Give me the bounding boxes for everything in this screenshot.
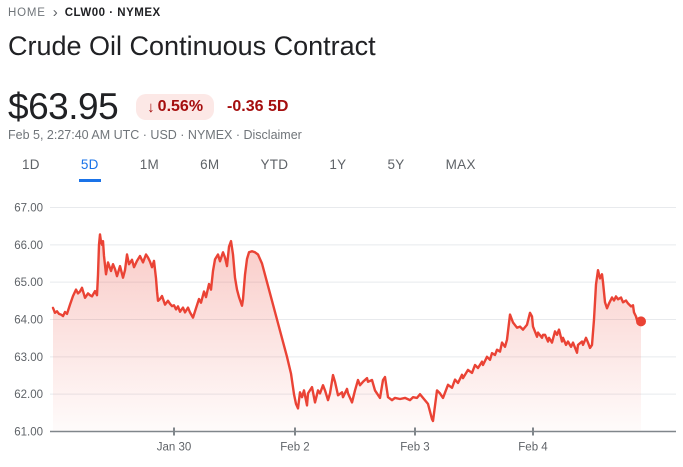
x-axis-label: Feb 4: [518, 442, 548, 454]
tab-max[interactable]: MAX: [445, 157, 476, 172]
y-axis-label: 65.00: [14, 277, 43, 289]
breadcrumb: HOME › CLW00 · NYMEX: [8, 3, 161, 21]
price-area: [53, 234, 641, 432]
change-percent-badge: ↓ 0.56%: [136, 94, 215, 120]
y-axis-label: 67.00: [14, 203, 43, 215]
tab-1y[interactable]: 1Y: [329, 157, 347, 172]
chevron-right-icon: ›: [52, 3, 58, 21]
breadcrumb-symbol: CLW00 · NYMEX: [64, 7, 161, 19]
current-price: $63.95: [8, 86, 119, 127]
change-absolute-value: -0.36 5D: [227, 98, 289, 115]
tab-1m[interactable]: 1M: [139, 157, 160, 172]
page-title: Crude Oil Continuous Contract: [8, 31, 376, 61]
arrow-down-icon: ↓: [147, 98, 155, 116]
change-percent-value: 0.56%: [157, 98, 204, 115]
tab-1d[interactable]: 1D: [22, 157, 40, 172]
tab-6m[interactable]: 6M: [200, 157, 220, 172]
latest-point-marker: [636, 316, 646, 327]
quote-meta-text: Feb 5, 2:27:40 AM UTC · USD · NYMEX ·: [8, 128, 241, 142]
quote-meta: Feb 5, 2:27:40 AM UTC · USD · NYMEX · Di…: [8, 128, 302, 142]
y-axis-label: 64.00: [14, 315, 43, 327]
x-axis-label: Feb 2: [280, 442, 309, 454]
range-tabs: 1D 5D 1M 6M YTD 1Y 5Y MAX: [20, 157, 478, 182]
y-axis-label: 63.00: [14, 352, 43, 364]
disclaimer-link[interactable]: Disclaimer: [243, 128, 302, 142]
y-axis-label: 62.00: [14, 389, 43, 401]
y-axis-label: 61.00: [14, 427, 43, 439]
tab-ytd[interactable]: YTD: [260, 157, 289, 172]
x-axis-label: Jan 30: [157, 442, 192, 454]
tab-5d[interactable]: 5D: [78, 157, 101, 182]
y-axis-label: 66.00: [14, 240, 43, 252]
quote-price-row: $63.95 ↓ 0.56% -0.36 5D: [8, 86, 288, 128]
x-axis-label: Feb 3: [400, 442, 429, 454]
tab-5y[interactable]: 5Y: [387, 157, 405, 172]
breadcrumb-home-link[interactable]: HOME: [8, 7, 46, 19]
price-line: [51, 233, 643, 423]
